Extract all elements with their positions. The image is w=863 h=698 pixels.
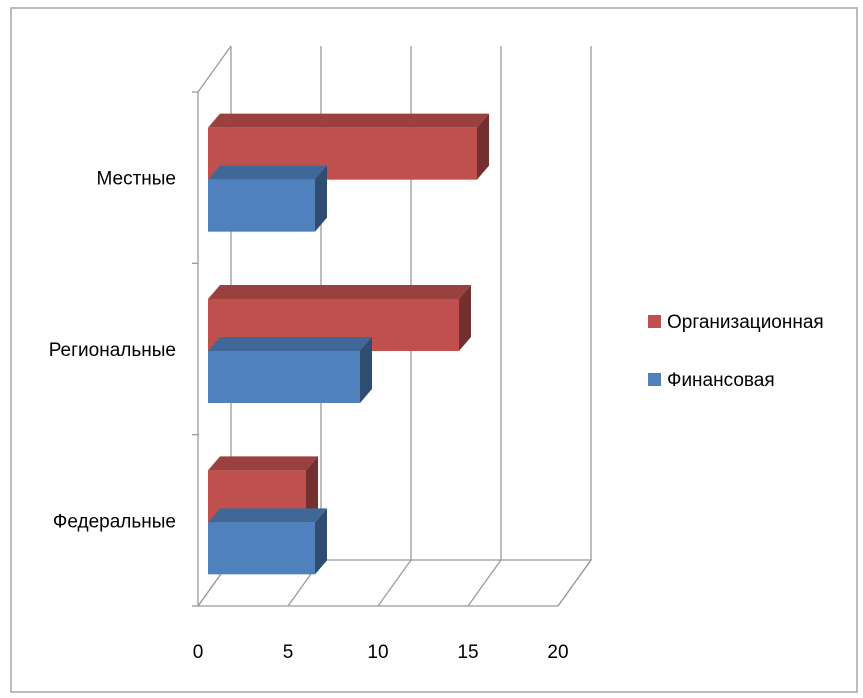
bar xyxy=(208,179,315,232)
bar-side-face xyxy=(459,285,471,351)
bar-top-face xyxy=(208,165,327,180)
wall-top-edge xyxy=(197,45,232,93)
x-tick-label: 10 xyxy=(367,642,388,663)
bar-side-face xyxy=(315,508,327,575)
bar-top-face xyxy=(208,508,327,523)
x-tick-label: 15 xyxy=(457,642,478,663)
y-tick-labels: Федеральные Региональные Местные xyxy=(49,169,176,533)
y-tick-label: Региональные xyxy=(49,340,176,361)
floor-gridline xyxy=(377,559,412,607)
x-tick-label: 0 xyxy=(193,642,204,663)
bar xyxy=(208,351,360,403)
x-tick-labels: 0 5 10 15 20 xyxy=(193,642,569,663)
bar-top-face xyxy=(208,285,471,299)
bar-side-face xyxy=(477,113,489,180)
floor-gridline xyxy=(467,559,502,607)
bar xyxy=(208,522,315,575)
floor-gridline xyxy=(557,559,592,607)
legend: Организационная Финансовая xyxy=(648,312,824,391)
y-tick-label: Федеральные xyxy=(53,511,176,532)
bars xyxy=(208,113,489,575)
bar-top-face xyxy=(208,113,489,128)
axes xyxy=(192,45,232,607)
bar-top-face xyxy=(208,456,318,471)
bar-side-face xyxy=(306,456,318,523)
x-tick-label: 20 xyxy=(547,642,568,663)
bar-top-face xyxy=(208,337,372,351)
legend-label: Организационная xyxy=(667,312,824,333)
y-tick-label: Местные xyxy=(96,169,176,190)
bar-side-face xyxy=(315,165,327,232)
legend-label: Финансовая xyxy=(667,370,775,391)
x-tick-label: 5 xyxy=(283,642,294,663)
legend-swatch xyxy=(648,315,661,328)
legend-swatch xyxy=(648,373,661,386)
bar-side-face xyxy=(360,337,372,403)
